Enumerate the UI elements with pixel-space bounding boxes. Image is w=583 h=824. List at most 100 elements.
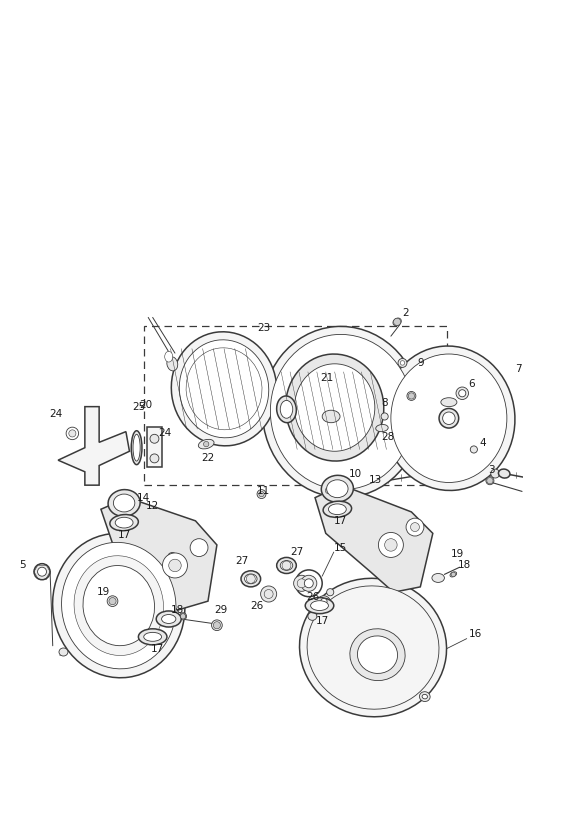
- Text: 14: 14: [137, 493, 150, 503]
- Text: 26: 26: [251, 601, 264, 611]
- Ellipse shape: [296, 570, 322, 597]
- Ellipse shape: [407, 391, 416, 400]
- Ellipse shape: [321, 475, 353, 502]
- Text: 7: 7: [515, 364, 522, 374]
- Circle shape: [410, 522, 419, 531]
- Circle shape: [385, 539, 397, 551]
- Text: 25: 25: [132, 401, 145, 412]
- Ellipse shape: [165, 351, 173, 362]
- Ellipse shape: [62, 542, 176, 669]
- Ellipse shape: [144, 632, 161, 641]
- Text: 11: 11: [257, 485, 270, 495]
- Ellipse shape: [262, 326, 422, 498]
- Ellipse shape: [398, 358, 407, 368]
- Ellipse shape: [277, 396, 296, 423]
- Circle shape: [66, 427, 79, 440]
- Circle shape: [203, 442, 209, 447]
- Ellipse shape: [114, 494, 135, 512]
- Ellipse shape: [450, 572, 456, 577]
- Text: 24: 24: [159, 428, 172, 438]
- Circle shape: [378, 532, 403, 557]
- Ellipse shape: [442, 412, 455, 424]
- Circle shape: [69, 430, 76, 437]
- Ellipse shape: [180, 339, 269, 438]
- Text: 26: 26: [307, 592, 320, 602]
- Text: 17: 17: [333, 516, 347, 526]
- Ellipse shape: [212, 620, 222, 630]
- Circle shape: [163, 553, 188, 578]
- Text: 27: 27: [290, 547, 304, 557]
- Circle shape: [150, 434, 159, 443]
- Text: 17: 17: [118, 530, 131, 540]
- Circle shape: [180, 614, 185, 619]
- Ellipse shape: [180, 613, 187, 620]
- Ellipse shape: [34, 564, 50, 580]
- Ellipse shape: [401, 361, 405, 365]
- Ellipse shape: [326, 588, 334, 596]
- Circle shape: [451, 572, 455, 577]
- Ellipse shape: [261, 586, 277, 602]
- Ellipse shape: [381, 413, 388, 420]
- Ellipse shape: [301, 575, 317, 592]
- Text: 27: 27: [236, 556, 248, 566]
- Circle shape: [325, 487, 332, 494]
- Ellipse shape: [324, 486, 333, 495]
- Circle shape: [282, 561, 291, 570]
- Ellipse shape: [357, 636, 398, 673]
- Circle shape: [406, 518, 424, 536]
- Circle shape: [297, 578, 306, 588]
- Ellipse shape: [83, 565, 154, 646]
- Ellipse shape: [393, 318, 401, 325]
- Ellipse shape: [304, 578, 313, 588]
- Ellipse shape: [286, 354, 384, 461]
- Text: 24: 24: [50, 409, 63, 419]
- Circle shape: [408, 393, 415, 399]
- Ellipse shape: [277, 557, 296, 574]
- Ellipse shape: [133, 434, 140, 461]
- Circle shape: [394, 318, 401, 325]
- Ellipse shape: [59, 648, 68, 656]
- Ellipse shape: [318, 596, 330, 606]
- Ellipse shape: [338, 485, 349, 494]
- Text: 17: 17: [315, 616, 329, 625]
- Ellipse shape: [486, 477, 494, 485]
- Text: 15: 15: [333, 543, 347, 553]
- Ellipse shape: [422, 695, 427, 699]
- Text: 6: 6: [468, 379, 475, 390]
- Text: 18: 18: [171, 605, 184, 615]
- Polygon shape: [147, 427, 161, 467]
- Circle shape: [109, 597, 116, 605]
- Ellipse shape: [308, 612, 317, 620]
- Ellipse shape: [107, 596, 118, 606]
- Text: 29: 29: [215, 605, 228, 615]
- Polygon shape: [315, 485, 433, 592]
- Ellipse shape: [257, 489, 266, 499]
- Ellipse shape: [131, 431, 142, 465]
- Ellipse shape: [375, 424, 388, 432]
- Text: 18: 18: [458, 560, 472, 570]
- Ellipse shape: [198, 439, 214, 449]
- Ellipse shape: [280, 400, 293, 419]
- Ellipse shape: [171, 332, 277, 446]
- Circle shape: [247, 574, 255, 583]
- Text: 22: 22: [201, 453, 215, 463]
- Text: 17: 17: [150, 644, 164, 654]
- Polygon shape: [58, 407, 129, 485]
- Ellipse shape: [326, 480, 348, 498]
- Text: 5: 5: [19, 559, 26, 569]
- Ellipse shape: [459, 390, 466, 397]
- Ellipse shape: [419, 691, 430, 701]
- Ellipse shape: [161, 615, 176, 624]
- Ellipse shape: [441, 398, 457, 407]
- Text: 8: 8: [381, 398, 388, 408]
- Ellipse shape: [110, 514, 138, 531]
- Ellipse shape: [271, 335, 413, 489]
- Text: 16: 16: [469, 630, 482, 639]
- Ellipse shape: [456, 387, 469, 400]
- Ellipse shape: [241, 571, 261, 587]
- Circle shape: [487, 478, 493, 484]
- Text: 12: 12: [146, 501, 159, 511]
- Ellipse shape: [491, 469, 500, 478]
- Ellipse shape: [280, 560, 293, 570]
- Text: 28: 28: [382, 432, 395, 442]
